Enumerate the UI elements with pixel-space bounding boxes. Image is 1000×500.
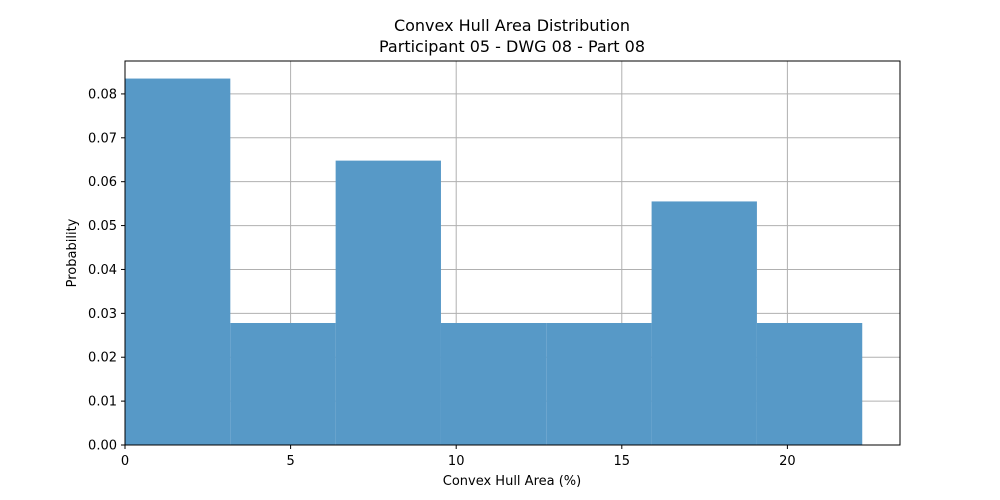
chart-title-line1: Convex Hull Area Distribution <box>394 16 630 35</box>
histogram-bar-4 <box>440 322 547 445</box>
y-tick-label: 0.02 <box>88 351 117 366</box>
histogram-bar-6 <box>651 201 757 445</box>
y-tick-label: 0.04 <box>88 263 117 278</box>
y-tick-label: 0.03 <box>88 307 117 322</box>
histogram-bar-1 <box>125 78 231 445</box>
histogram-bar-3 <box>335 160 441 445</box>
y-tick-label: 0.01 <box>88 395 117 410</box>
histogram-bar-7 <box>756 322 863 445</box>
x-tick-label: 0 <box>121 454 129 469</box>
y-axis-label: Probability <box>65 218 80 287</box>
histogram-bars <box>125 78 863 445</box>
histogram-bar-5 <box>546 322 652 445</box>
x-axis-label: Convex Hull Area (%) <box>443 474 581 489</box>
y-axis-ticks: 0.00 0.01 0.02 0.03 0.04 0.05 0.06 0.07 0.08 <box>88 87 125 454</box>
x-tick-label: 15 <box>614 454 631 469</box>
y-tick-label: 0.05 <box>88 219 117 234</box>
x-tick-label: 10 <box>448 454 465 469</box>
y-tick-label: 0.06 <box>88 175 117 190</box>
chart-title-line2: Participant 05 - DWG 08 - Part 08 <box>379 37 645 56</box>
histogram-bar-2 <box>230 322 336 445</box>
x-axis-ticks: 0 5 10 15 20 <box>121 445 796 469</box>
x-tick-label: 20 <box>779 454 796 469</box>
y-tick-label: 0.08 <box>88 87 117 102</box>
x-tick-label: 5 <box>286 454 294 469</box>
y-tick-label: 0.07 <box>88 131 117 146</box>
y-tick-label: 0.00 <box>88 439 117 454</box>
plot-frame <box>124 60 901 446</box>
